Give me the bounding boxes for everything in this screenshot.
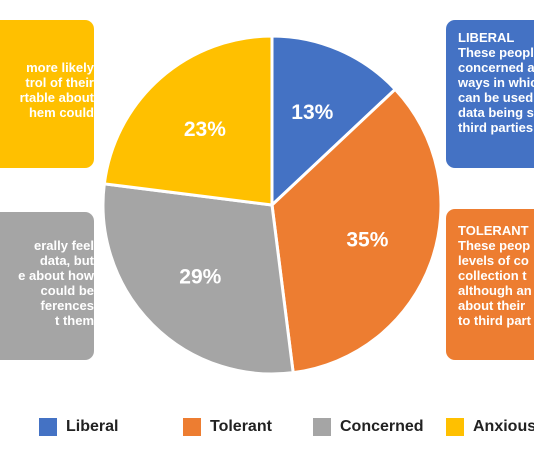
pie-slice-liberal (270, 34, 398, 209)
legend-label-liberal: Liberal (66, 418, 119, 435)
legend-label-anxious: Anxious (473, 418, 534, 435)
concerned-description-line: erally feel (34, 238, 94, 253)
tolerant-description-line: although an (458, 283, 532, 298)
legend-swatch-anxious (446, 418, 464, 436)
tolerant-description-line: levels of co (458, 253, 529, 268)
anxious-description-box: more likely trol of their rtable about h… (0, 20, 94, 168)
legend-label-tolerant: Tolerant (210, 418, 272, 435)
liberal-heading: LIBERAL (458, 30, 515, 45)
pie-label-tolerant: 35% (346, 228, 388, 251)
liberal-description-line: concerned a (458, 60, 534, 75)
pie-label-concerned: 29% (179, 266, 221, 289)
legend-label-concerned: Concerned (340, 418, 424, 435)
pie-label-liberal: 13% (291, 101, 333, 124)
tolerant-heading: TOLERANT (458, 223, 529, 238)
pie-slice-anxious (102, 34, 274, 207)
anxious-description-line: hem could (28, 105, 94, 120)
anxious-description-line: rtable about (19, 90, 94, 105)
pie-slice-tolerant (270, 87, 443, 375)
concerned-description-line: could be (40, 283, 94, 298)
legend-item-liberal: Liberal (39, 416, 118, 438)
legend-item-concerned: Concerned (313, 416, 424, 438)
concerned-description-line: e about how (18, 268, 94, 283)
tolerant-description-box: TOLERANT These peop levels of co collect… (446, 209, 534, 360)
legend-swatch-concerned (313, 418, 331, 436)
tolerant-description-line: collection t (458, 268, 527, 283)
concerned-description-box: erally feel data, but e about how could … (0, 212, 94, 360)
liberal-description-line: can be used (458, 90, 534, 105)
liberal-description-box: LIBERAL These peopl concerned a ways in … (446, 20, 534, 168)
concerned-description-line: data, but (39, 253, 94, 268)
anxious-description-line: more likely (26, 60, 94, 75)
tolerant-description-line: about their (458, 298, 526, 313)
legend-swatch-liberal (39, 418, 57, 436)
concerned-description-line: ferences (40, 298, 94, 313)
pie-label-anxious: 23% (184, 118, 226, 141)
tolerant-description-line: to third part (458, 313, 531, 328)
legend-item-anxious: Anxious (446, 416, 534, 438)
legend-item-tolerant: Tolerant (183, 416, 272, 438)
liberal-description-line: ways in whic (458, 75, 534, 90)
liberal-description-line: These peopl (458, 45, 534, 60)
tolerant-description-line: These peop (458, 238, 531, 253)
legend: Liberal Tolerant Concerned Anxious (0, 416, 534, 438)
legend-swatch-tolerant (183, 418, 201, 436)
liberal-description-line: third parties (458, 120, 534, 135)
anxious-description-line: trol of their (25, 75, 94, 90)
pie-slice-concerned (101, 182, 295, 376)
liberal-description-line: data being s (458, 105, 534, 120)
concerned-description-line: t them (55, 313, 94, 328)
